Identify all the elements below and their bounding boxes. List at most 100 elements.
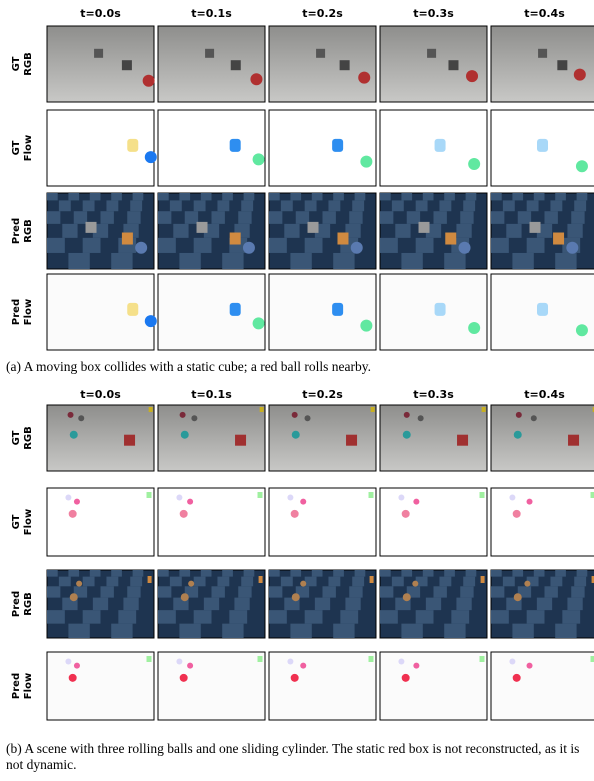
row-label-line: RGB xyxy=(23,426,34,450)
image-tile xyxy=(380,110,487,186)
checker xyxy=(127,211,140,224)
image-tile xyxy=(158,26,265,102)
checker xyxy=(333,253,354,269)
checker xyxy=(212,586,225,597)
flow-ball xyxy=(413,663,419,669)
flow-ball xyxy=(180,674,188,682)
panel: t=0.0st=0.1st=0.2st=0.3st=0.4sGTRGBGTFlo… xyxy=(11,388,594,720)
checker xyxy=(47,586,60,597)
checker xyxy=(305,238,323,253)
checker xyxy=(123,598,138,611)
checker xyxy=(434,211,447,224)
caption: (a) A moving box collides with a static … xyxy=(6,359,594,375)
flow-ball xyxy=(187,499,193,505)
checker xyxy=(328,200,340,211)
cube xyxy=(530,222,541,233)
checker xyxy=(451,610,469,624)
checker xyxy=(222,253,243,269)
row-label-line: GT xyxy=(11,56,22,71)
checker xyxy=(204,598,219,611)
cylinder xyxy=(259,576,263,583)
checker xyxy=(47,238,65,253)
ball xyxy=(68,412,74,418)
ball xyxy=(292,593,300,601)
checker xyxy=(118,610,136,624)
checker xyxy=(434,586,447,597)
checker xyxy=(238,211,251,224)
checker xyxy=(158,610,176,624)
checker xyxy=(401,624,422,638)
checker xyxy=(305,200,317,211)
ball xyxy=(181,431,189,439)
checker xyxy=(323,211,336,224)
checker xyxy=(555,253,576,269)
flow-ball xyxy=(145,151,157,163)
checker xyxy=(395,224,410,238)
checker xyxy=(349,586,362,597)
checker xyxy=(194,577,206,587)
cylinder xyxy=(260,407,264,412)
checker xyxy=(241,200,253,211)
row-label-line: RGB xyxy=(23,219,34,243)
ball xyxy=(516,412,522,418)
flow-ball xyxy=(253,317,265,329)
red-box xyxy=(124,435,135,446)
ball xyxy=(466,70,478,82)
red-box xyxy=(568,435,579,446)
checker xyxy=(90,193,101,200)
ball xyxy=(191,415,197,421)
checker xyxy=(130,200,142,211)
image-tile xyxy=(380,488,487,556)
row-label-line: GT xyxy=(11,430,22,445)
checker xyxy=(111,193,122,200)
checker xyxy=(503,200,515,211)
checker xyxy=(130,577,142,587)
checker xyxy=(574,200,586,211)
checker xyxy=(59,200,71,211)
checker xyxy=(290,193,301,200)
checker xyxy=(296,211,309,224)
checker xyxy=(416,610,434,624)
checker xyxy=(269,211,282,224)
checker xyxy=(439,200,451,211)
column-label: t=0.4s xyxy=(524,7,565,20)
cylinder xyxy=(482,407,486,412)
flow-ball xyxy=(402,510,410,518)
checker xyxy=(158,193,169,200)
flow-ball xyxy=(176,495,182,501)
ball xyxy=(418,415,424,421)
checker xyxy=(281,200,293,211)
box xyxy=(340,60,350,70)
box xyxy=(557,60,567,70)
checker xyxy=(491,586,504,597)
cylinder xyxy=(148,576,152,583)
red-box xyxy=(457,435,468,446)
flow-ball xyxy=(360,320,372,332)
checker xyxy=(571,586,584,597)
checker xyxy=(201,570,212,577)
flow-box xyxy=(537,139,548,152)
cylinder xyxy=(149,407,153,412)
flow-ball xyxy=(69,510,77,518)
box xyxy=(230,233,241,245)
image-tile xyxy=(269,652,376,720)
checker xyxy=(567,224,582,238)
image-tile xyxy=(491,488,594,556)
ball xyxy=(524,581,530,587)
cylinder xyxy=(371,407,375,412)
checker xyxy=(328,577,340,587)
flow-ball xyxy=(187,663,193,669)
checker xyxy=(83,238,101,253)
checker xyxy=(416,238,434,253)
row-label: PredRGB xyxy=(11,591,34,617)
ball xyxy=(250,73,262,85)
checker xyxy=(281,577,293,587)
column-label: t=0.2s xyxy=(302,388,343,401)
checker xyxy=(577,570,588,577)
flow-ball xyxy=(360,156,372,168)
checker xyxy=(512,193,523,200)
flow-box xyxy=(435,303,446,316)
checker xyxy=(355,570,366,577)
checker xyxy=(340,610,358,624)
